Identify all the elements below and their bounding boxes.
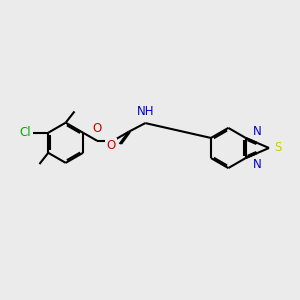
- Text: N: N: [253, 158, 262, 171]
- Text: O: O: [92, 122, 102, 135]
- Text: NH: NH: [136, 105, 154, 118]
- Text: S: S: [274, 142, 282, 154]
- Text: Cl: Cl: [20, 126, 31, 139]
- Text: N: N: [253, 125, 262, 138]
- Text: O: O: [106, 139, 116, 152]
